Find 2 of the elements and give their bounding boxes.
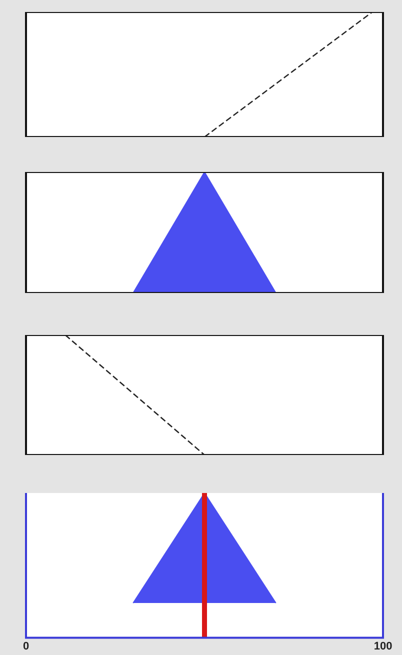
x-tick-label: 100: [374, 640, 392, 652]
x-tick-label: 0: [22, 640, 30, 652]
